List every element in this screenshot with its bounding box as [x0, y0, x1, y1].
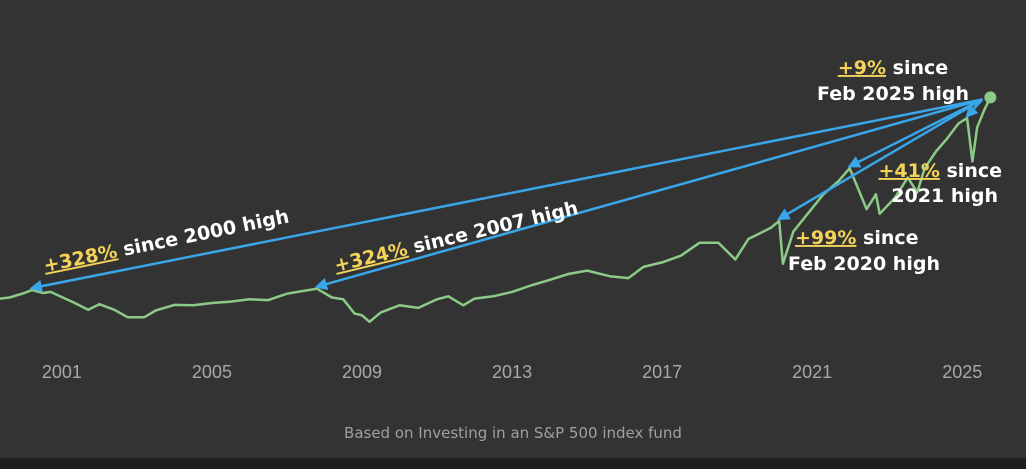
- annotation: +9% since: [838, 57, 948, 79]
- price-line: [0, 96, 992, 324]
- annotation-highlight: +41%: [878, 160, 939, 182]
- annotation: +41% since: [878, 160, 1002, 182]
- x-tick-label: 2013: [492, 362, 532, 382]
- bottom-bar: [0, 458, 1026, 469]
- annotation-text: since: [893, 57, 949, 79]
- arrow: [777, 98, 983, 221]
- arrow: [314, 98, 983, 291]
- x-tick-label: 2021: [792, 362, 832, 382]
- annotation-line2: Feb 2020 high: [788, 253, 940, 275]
- arrow: [29, 98, 983, 293]
- x-tick-label: 2009: [342, 362, 382, 382]
- annotation-highlight: +9%: [838, 57, 886, 79]
- x-tick-label: 2005: [192, 362, 232, 382]
- end-point: [984, 91, 997, 104]
- arrow: [847, 98, 983, 168]
- annotation-text: since: [863, 227, 919, 249]
- annotation-text: since: [947, 160, 1003, 182]
- annotation-line2: Feb 2025 high: [817, 83, 969, 105]
- x-tick-label: 2025: [942, 362, 982, 382]
- annotation-highlight: +99%: [795, 227, 856, 249]
- x-tick-label: 2017: [642, 362, 682, 382]
- annotation: +99% since: [795, 227, 919, 249]
- x-tick-label: 2001: [42, 362, 82, 382]
- caption: Based on Investing in an S&P 500 index f…: [344, 424, 682, 442]
- annotation-line2: 2021 high: [891, 185, 998, 207]
